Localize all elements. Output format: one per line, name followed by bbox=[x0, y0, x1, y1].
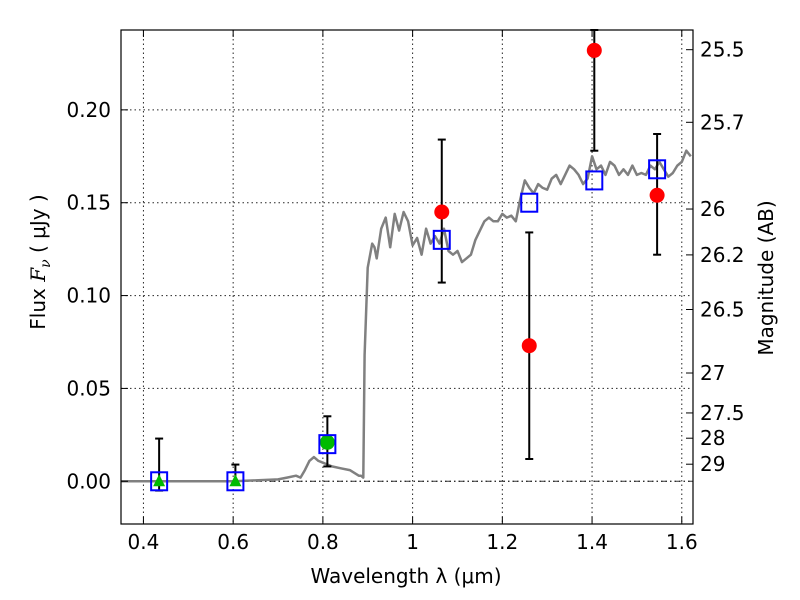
y-axis-label-symbol: F bbox=[26, 267, 50, 283]
observed-point bbox=[434, 204, 450, 220]
error-bars bbox=[155, 29, 662, 492]
upper-limit-triangle bbox=[153, 474, 166, 487]
data-markers bbox=[150, 42, 667, 492]
y-tick-label: 0.15 bbox=[66, 191, 111, 215]
y-axis-label-unit: ( μJy ) bbox=[26, 194, 50, 259]
secondary-y-axis-label: Magnitude (AB) bbox=[754, 200, 778, 355]
model-photometry-square bbox=[648, 159, 667, 180]
y2-tick-label: 28 bbox=[700, 426, 725, 450]
x-axis-label: Wavelength λ (μm) bbox=[310, 564, 501, 588]
y-tick-label: 0.00 bbox=[66, 469, 111, 493]
y2-tick-label: 26.2 bbox=[700, 243, 745, 267]
model-photometry-square bbox=[585, 170, 604, 191]
y2-tick-label: 27.5 bbox=[700, 401, 745, 425]
grid bbox=[121, 30, 693, 524]
y-axis-label-text: Flux bbox=[26, 282, 50, 330]
y-tick-label: 0.20 bbox=[66, 98, 111, 122]
upper-limit-triangle bbox=[229, 474, 242, 487]
observed-point bbox=[586, 42, 602, 58]
model-spectrum-line bbox=[121, 149, 692, 483]
y2-tick-label: 29 bbox=[700, 452, 725, 476]
y2-tick-label: 25.5 bbox=[700, 38, 745, 62]
observed-point bbox=[521, 338, 537, 354]
x-tick-label: 1.2 bbox=[486, 530, 518, 554]
x-tick-label: 0.4 bbox=[128, 530, 160, 554]
model-photometry-square bbox=[432, 229, 451, 250]
model-photometry-square bbox=[318, 434, 337, 455]
axis-ticks bbox=[121, 30, 693, 524]
x-tick-label: 0.6 bbox=[217, 530, 249, 554]
detection-point bbox=[319, 434, 335, 450]
model-photometry-square bbox=[150, 471, 169, 492]
plot-frame bbox=[120, 29, 694, 525]
y2-tick-label: 26 bbox=[700, 197, 725, 221]
model-photometry-square bbox=[520, 192, 539, 213]
x-tick-label: 1.4 bbox=[576, 530, 608, 554]
y-tick-label: 0.05 bbox=[66, 376, 111, 400]
model-spectrum bbox=[121, 149, 692, 483]
x-tick-label: 1 bbox=[406, 530, 419, 554]
tick-labels: 0.4 0.6 0.8 1 1.2 1.4 1.6 0.00 0.05 0.10 0.15 0.20 2… bbox=[66, 38, 744, 554]
y2-tick-label: 25.7 bbox=[700, 110, 745, 134]
y-tick-label: 0.10 bbox=[66, 284, 111, 308]
y-axis-label-subscript: ν bbox=[38, 259, 54, 268]
model-photometry-square bbox=[226, 471, 245, 492]
y2-tick-label: 27 bbox=[700, 361, 725, 385]
x-tick-label: 0.8 bbox=[307, 530, 339, 554]
y-axis-label: Flux Fν ( μJy ) bbox=[26, 194, 54, 329]
y2-tick-label: 26.5 bbox=[700, 298, 745, 322]
x-tick-label: 1.6 bbox=[666, 530, 698, 554]
observed-point bbox=[649, 187, 665, 203]
